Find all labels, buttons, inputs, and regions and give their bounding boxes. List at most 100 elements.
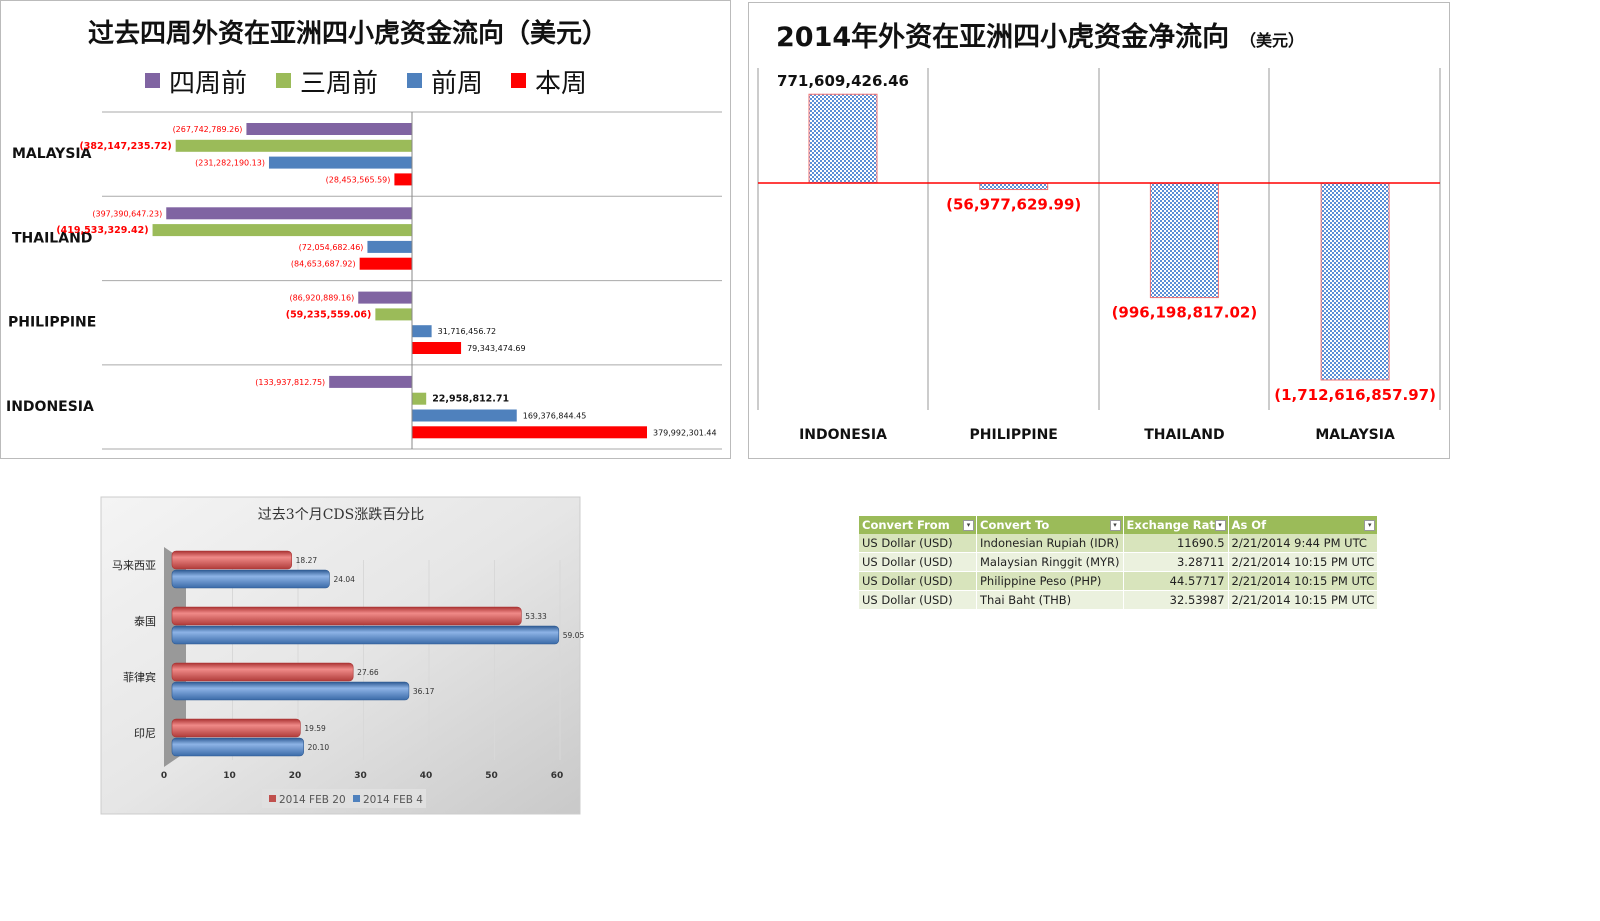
x-tick-label: 50 — [485, 771, 498, 781]
filter-dropdown-icon[interactable]: ▾ — [1364, 520, 1376, 531]
data-label: (382,147,235.72) — [79, 141, 171, 152]
column-header[interactable]: As Of ▾ — [1228, 516, 1379, 534]
category-label: 马来西亚 — [112, 559, 156, 572]
table-cell[interactable]: Philippine Peso (PHP) — [976, 571, 1124, 591]
data-label: (231,282,190.13) — [195, 159, 265, 168]
data-label: (133,937,812.75) — [255, 378, 325, 387]
table-cell[interactable]: US Dollar (USD) — [859, 534, 977, 553]
data-label: 53.33 — [525, 612, 547, 621]
data-label: 36.17 — [413, 687, 435, 696]
category-label: MALAYSIA — [12, 146, 92, 162]
legend-label: 本周 — [535, 69, 587, 99]
category-label: PHILIPPINE — [970, 427, 1058, 443]
chart2-title: 2014年外资在亚洲四小虎资金净流向 — [776, 21, 1229, 53]
bar — [171, 569, 330, 589]
bar — [166, 207, 412, 220]
filter-dropdown-icon[interactable]: ▾ — [1109, 520, 1121, 531]
table-row: US Dollar (USD) Malaysian Ringgit (MYR) 3.… — [859, 552, 1379, 572]
bar — [375, 308, 412, 321]
table-cell[interactable]: 32.53987 — [1123, 590, 1229, 610]
bar — [412, 409, 517, 422]
legend-swatch — [276, 73, 291, 88]
table-cell[interactable]: Thai Baht (THB) — [976, 590, 1124, 610]
filter-dropdown-icon[interactable]: ▾ — [1214, 520, 1226, 531]
axis-wall — [164, 547, 186, 767]
data-label: 27.66 — [357, 668, 379, 677]
legend-box — [262, 789, 426, 808]
data-label: 169,376,844.45 — [523, 412, 587, 421]
data-label: 18.27 — [296, 556, 318, 565]
category-label: INDONESIA — [799, 427, 887, 443]
bar — [329, 375, 412, 388]
bar — [175, 139, 412, 152]
category-label: INDONESIA — [6, 399, 94, 415]
bar — [359, 257, 412, 270]
category-label: THAILAND — [12, 230, 92, 246]
bar — [979, 182, 1049, 191]
table-cell[interactable]: 2/21/2014 10:15 PM UTC — [1228, 590, 1379, 610]
table-cell[interactable]: US Dollar (USD) — [859, 571, 977, 591]
bar — [171, 681, 410, 701]
table-cell[interactable]: 2/21/2014 9:44 PM UTC — [1228, 534, 1379, 553]
legend-label: 四周前 — [169, 69, 247, 99]
bar — [171, 718, 301, 738]
legend-swatch — [353, 795, 360, 802]
bar — [367, 240, 412, 253]
column-header-label: Exchange Rate — [1126, 518, 1223, 532]
data-label: (267,742,789.26) — [173, 125, 243, 134]
bar — [412, 392, 427, 405]
table-cell[interactable]: US Dollar (USD) — [859, 552, 977, 572]
x-tick-label: 40 — [420, 771, 433, 781]
table-cell[interactable]: US Dollar (USD) — [859, 590, 977, 610]
bar — [246, 123, 412, 135]
category-label: 菲律宾 — [123, 670, 156, 684]
category-label: THAILAND — [1144, 427, 1224, 443]
table-cell[interactable]: 2/21/2014 10:15 PM UTC — [1228, 552, 1379, 572]
data-label: (996,198,817.02) — [1112, 304, 1258, 322]
exchange-rate-table: Convert From ▾ Convert To ▾ Exchange Rate ▾ As… — [859, 516, 1379, 610]
data-label: (1,712,616,857.97) — [1274, 386, 1436, 404]
bar — [1320, 182, 1390, 381]
legend-swatch — [407, 73, 422, 88]
bar — [171, 625, 560, 645]
x-tick-label: 0 — [161, 771, 167, 781]
data-label: 79,343,474.69 — [467, 344, 526, 353]
bar — [412, 342, 462, 354]
legend-swatch — [145, 73, 160, 88]
bar — [171, 737, 304, 757]
column-header[interactable]: Convert To ▾ — [976, 516, 1124, 534]
table-cell[interactable]: 44.57717 — [1123, 571, 1229, 591]
category-label: MALAYSIA — [1315, 427, 1395, 443]
legend-label: 前周 — [431, 69, 483, 99]
filter-dropdown-icon[interactable]: ▾ — [963, 520, 974, 531]
chart3-title: 过去3个月CDS涨跌百分比 — [258, 507, 424, 523]
column-header-label: Convert To — [980, 518, 1050, 532]
x-tick-label: 30 — [354, 771, 367, 781]
table-cell[interactable]: 11690.5 — [1123, 534, 1229, 553]
data-label: (28,453,565.59) — [326, 175, 391, 184]
data-label: (84,653,687.92) — [291, 260, 356, 269]
data-label: (397,390,647.23) — [92, 209, 162, 218]
table-cell[interactable]: 2/21/2014 10:15 PM UTC — [1228, 571, 1379, 591]
data-label: (56,977,629.99) — [946, 196, 1081, 214]
category-label: 印尼 — [134, 727, 156, 740]
bar — [394, 173, 412, 186]
data-label: 31,716,456.72 — [438, 327, 497, 336]
table-cell[interactable]: Malaysian Ringgit (MYR) — [976, 552, 1124, 572]
bar — [268, 156, 412, 169]
bar — [412, 426, 647, 439]
data-label: (86,920,889.16) — [289, 294, 354, 303]
bar — [171, 550, 292, 570]
column-header[interactable]: Exchange Rate ▾ — [1123, 516, 1229, 534]
table-row: US Dollar (USD) Indonesian Rupiah (IDR) 11… — [859, 534, 1379, 553]
bar — [358, 291, 412, 304]
legend-swatch — [511, 73, 526, 88]
table-cell[interactable]: Indonesian Rupiah (IDR) — [976, 534, 1124, 553]
legend-label: 三周前 — [300, 69, 378, 99]
category-label: PHILIPPINE — [8, 315, 96, 331]
column-header-label: Convert From — [862, 518, 950, 532]
data-label: 771,609,426.46 — [777, 72, 909, 90]
column-header[interactable]: Convert From ▾ — [859, 516, 977, 534]
data-label: 19.59 — [304, 724, 326, 733]
table-cell[interactable]: 3.28711 — [1123, 552, 1229, 572]
